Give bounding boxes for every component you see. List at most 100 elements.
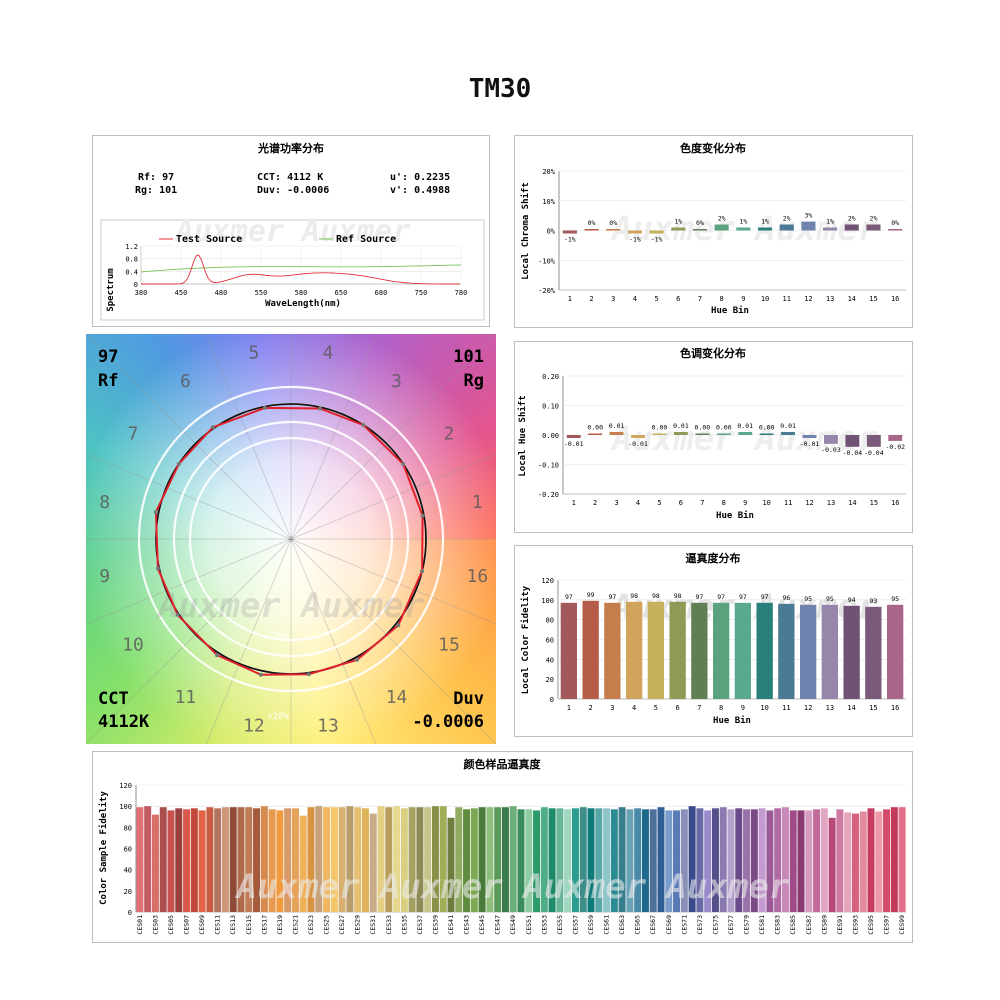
chroma-data-label: 1% — [826, 218, 834, 226]
ces-bar — [431, 806, 439, 912]
ces-xtick: CES65 — [634, 915, 642, 935]
ces-bar — [634, 808, 642, 912]
ces-ytick: 0 — [128, 909, 132, 917]
ces-xtick: CES95 — [867, 915, 875, 935]
ces-xtick: CES27 — [338, 915, 346, 935]
vector-point — [175, 612, 180, 617]
chroma-xtick: 10 — [761, 295, 769, 303]
fidelity-bar — [560, 602, 577, 699]
fidelity-ytick: 100 — [541, 597, 554, 605]
chroma-data-label: 2% — [870, 215, 878, 223]
ces-bar — [844, 812, 852, 912]
ces-xtick: CES05 — [167, 915, 175, 935]
ces-xtick: CES15 — [245, 915, 253, 935]
vector-ring-label-plus: +20% — [267, 712, 289, 722]
vector-bin-label: 13 — [317, 715, 339, 736]
hue-bar — [824, 435, 838, 444]
hue-title: 色调变化分布 — [680, 346, 746, 360]
vector-rf-value: 97 — [98, 347, 118, 367]
ces-bar — [641, 809, 649, 912]
chroma-data-label: 0% — [891, 219, 899, 227]
ces-bar — [836, 809, 844, 912]
hue-data-label: 0.01 — [737, 422, 753, 430]
chroma-xtick: 16 — [891, 295, 899, 303]
ces-bar — [750, 809, 758, 912]
ces-bar — [883, 809, 891, 912]
vector-watermark: Auxmer Auxmer — [156, 586, 425, 626]
chroma-data-label: 3% — [804, 212, 812, 220]
ces-bar — [735, 808, 743, 912]
hue-data-label: 0.00 — [759, 424, 775, 432]
ces-bar — [665, 810, 673, 912]
ces-bar — [393, 806, 401, 912]
fidelity-chart: 逼真度分布 Local Color Fidelity Hue Bin Auxme… — [520, 551, 906, 726]
ces-bar — [618, 807, 626, 912]
ces-xtick: CES89 — [820, 915, 828, 935]
ces-xtick: CES09 — [198, 915, 206, 935]
chroma-bar — [866, 224, 881, 231]
ces-bar — [354, 807, 362, 912]
vector-ring — [137, 385, 445, 693]
vector-point — [420, 513, 425, 518]
vector-point — [176, 462, 181, 466]
fidelity-xtick: 16 — [891, 704, 899, 712]
ces-bar — [571, 808, 579, 912]
chroma-title: 色度变化分布 — [680, 141, 746, 155]
vector-point — [155, 566, 160, 571]
chroma-bar — [714, 224, 729, 231]
ces-bar — [447, 817, 455, 912]
spd-xlabel: WaveLength(nm) — [265, 299, 341, 309]
ces-bar — [268, 809, 276, 912]
fidelity-data-label: 98 — [674, 592, 682, 600]
vector-bin-label: 3 — [391, 371, 402, 392]
fidelity-bar — [800, 604, 817, 699]
spd-title: 光谱功率分布 — [257, 141, 324, 155]
ces-xtick: CES63 — [618, 915, 626, 935]
hue-panel: 色调变化分布 Local Hue Shift Hue Bin Auxmer Au… — [514, 341, 913, 533]
ces-xtick: CES99 — [898, 915, 906, 935]
ces-xtick: CES35 — [400, 915, 408, 935]
ces-xtick: CES75 — [711, 915, 719, 935]
ces-bar — [253, 808, 261, 912]
chroma-data-label: -1% — [629, 235, 641, 243]
fidelity-xtick: 10 — [760, 704, 768, 712]
chroma-xtick: 3 — [611, 295, 615, 303]
hue-xtick: 9 — [743, 499, 747, 507]
vector-ray — [86, 538, 292, 625]
hue-ytick: -0.20 — [538, 491, 559, 499]
vector-ray — [86, 453, 292, 540]
ces-bar — [144, 806, 152, 912]
chroma-ytick: 10% — [542, 198, 555, 206]
hue-ytick: 0.00 — [542, 432, 559, 440]
hue-xtick: 12 — [805, 499, 813, 507]
ces-xtick: CES85 — [789, 915, 797, 935]
hue-xtick: 1 — [572, 499, 576, 507]
fidelity-data-label: 97 — [717, 593, 725, 601]
ces-bar — [151, 814, 159, 912]
ces-ytick: 100 — [119, 803, 132, 811]
vector-cct-label: CCT — [98, 689, 129, 709]
ces-ylabel: Color Sample Fidelity — [98, 791, 109, 905]
fidelity-xtick: 14 — [847, 704, 855, 712]
vector-bin-label: 7 — [128, 423, 139, 444]
ces-bar — [851, 813, 859, 912]
ces-xtick: CES33 — [385, 915, 393, 935]
fidelity-xtick: 8 — [719, 704, 723, 712]
vector-bin-label: 1 — [472, 492, 483, 513]
spd-panel: 光谱功率分布 Rf: 97 Rg: 101 CCT: 4112 K Duv: -… — [92, 135, 490, 327]
ces-xtick: CES83 — [774, 915, 782, 935]
ces-bar — [183, 809, 191, 912]
fidelity-ytick: 60 — [546, 637, 554, 645]
hue-xtick: 15 — [870, 499, 878, 507]
ces-bar — [221, 807, 229, 912]
hue-bar — [588, 433, 603, 435]
ces-bar — [385, 807, 393, 912]
spd-ytick: 0.4 — [125, 268, 138, 276]
vector-point — [262, 405, 267, 410]
hue-xtick: 11 — [784, 499, 792, 507]
ces-ytick: 20 — [124, 888, 132, 896]
fidelity-xtick: 1 — [567, 704, 571, 712]
vector-point — [401, 462, 406, 466]
hue-xtick: 16 — [891, 499, 899, 507]
ces-bar — [175, 808, 183, 912]
